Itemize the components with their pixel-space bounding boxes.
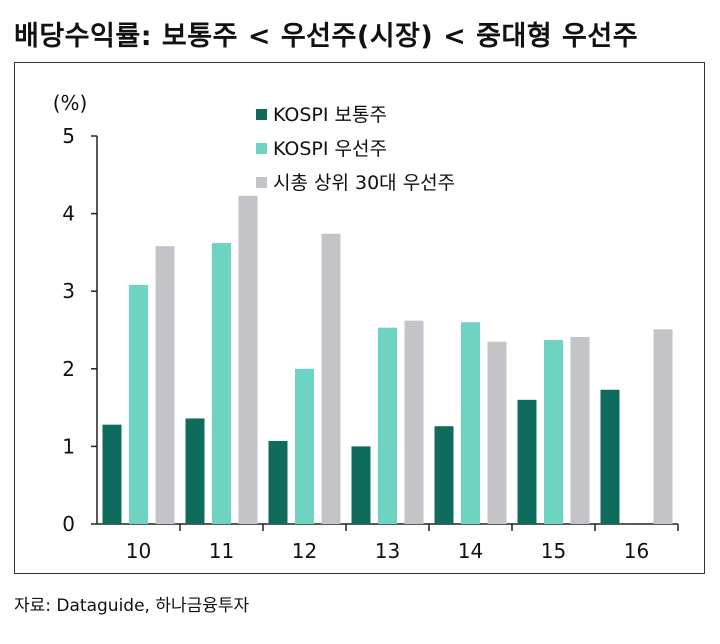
legend-swatch-1 [256,109,267,120]
bar-1-11 [185,418,205,524]
y-axis: (%) 0 1 2 3 4 5 [53,91,98,536]
bar-3-10 [155,246,175,524]
y-tick-label: 2 [62,357,75,381]
y-tick-label: 5 [62,124,75,148]
chart-frame [14,62,705,574]
bar-2-13 [378,327,397,524]
bar-3-12 [321,233,341,524]
y-axis-unit-label: (%) [53,91,88,115]
bar-3-14 [487,341,507,524]
chart-title: 배당수익률: 보통주 < 우선주(시장) < 중대형 우선주 [14,21,639,52]
bar-2-10 [129,284,148,524]
bar-1-16 [600,389,620,524]
bar-2-12 [295,368,314,524]
bar-1-15 [517,399,537,524]
x-tick-label: 12 [292,539,317,563]
legend-swatch-3 [256,177,267,188]
bar-3-16 [653,329,673,524]
x-tick-label: 15 [541,539,566,563]
x-tick-label: 16 [624,539,649,563]
bars [102,195,673,524]
legend-label-1: KOSPI 보통주 [273,104,387,126]
x-axis: 10 11 12 13 14 15 16 [97,523,679,563]
bar-2-11 [212,243,231,524]
y-tick-label: 1 [62,434,75,458]
legend-swatch-2 [256,143,267,154]
bar-3-11 [238,195,258,524]
source-note: 자료: Dataguide, 하나금융투자 [14,596,250,616]
bar-2-14 [461,322,480,524]
x-tick-label: 10 [126,539,151,563]
y-tick-label: 0 [62,512,75,536]
y-tick-label: 3 [62,279,75,303]
y-tick-label: 4 [62,202,75,226]
legend-label-3: 시총 상위 30대 우선주 [273,172,455,194]
legend-label-2: KOSPI 우선주 [273,138,387,160]
bar-3-13 [404,320,424,524]
bar-1-10 [102,424,122,524]
x-tick-label: 11 [209,539,234,563]
bar-1-14 [434,426,454,524]
bar-2-15 [544,340,563,524]
x-tick-label: 14 [458,539,483,563]
x-tick-label: 13 [375,539,400,563]
bar-1-12 [268,440,288,524]
bar-3-15 [570,336,590,524]
bar-1-13 [351,446,371,524]
